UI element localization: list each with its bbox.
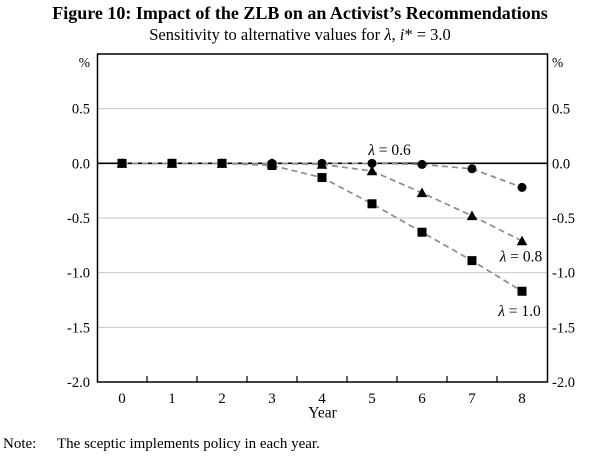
x-axis-label: Year	[308, 405, 337, 422]
y-tick-label-right: -0.5	[552, 211, 575, 227]
data-point-marker	[516, 235, 528, 246]
data-point-marker	[217, 158, 227, 168]
figure-subtitle: Sensitivity to alternative values for λ,…	[0, 25, 600, 45]
series-annotation: λ = 0.6	[367, 142, 411, 159]
y-tick-label-right: -2.0	[552, 375, 575, 391]
x-tick-label: 3	[268, 391, 276, 407]
series-annotation: λ = 0.8	[499, 248, 543, 265]
y-tick-label-left: -2.0	[67, 375, 90, 391]
series-line	[122, 162, 523, 292]
data-point-marker	[517, 286, 527, 296]
y-tick-label-right: -1.5	[552, 320, 575, 336]
y-tick-label-left: 0.5	[72, 102, 90, 118]
y-tick-label-left: -1.5	[67, 320, 90, 336]
data-point-marker	[316, 159, 328, 169]
subtitle-comma: ,	[391, 25, 400, 44]
data-point-marker	[467, 164, 477, 174]
data-point-marker	[417, 159, 427, 169]
subtitle-text: Sensitivity to alternative values for	[149, 25, 385, 44]
data-point-marker	[367, 199, 377, 209]
data-point-marker	[467, 256, 477, 266]
y-tick-label-right: 0.0	[552, 156, 570, 172]
x-tick-label: 8	[518, 391, 526, 407]
x-tick-label: 4	[318, 391, 326, 407]
percent-label-left: %	[79, 55, 90, 70]
y-tick-label-right: 0.5	[552, 102, 570, 118]
figure-note: Note: The sceptic implements policy in ea…	[3, 436, 597, 453]
data-point-marker	[517, 182, 527, 192]
subtitle-value: * = 3.0	[404, 25, 451, 44]
data-point-marker	[167, 158, 177, 168]
data-point-marker	[367, 158, 377, 168]
data-point-marker	[366, 165, 378, 176]
x-tick-label: 6	[418, 391, 426, 407]
x-tick-label: 2	[218, 391, 226, 407]
x-tick-label: 7	[468, 391, 476, 407]
x-tick-label: 1	[168, 391, 176, 407]
y-tick-label-left: -0.5	[67, 211, 90, 227]
data-point-marker	[317, 173, 327, 183]
x-tick-label: 5	[368, 391, 376, 407]
data-point-marker	[117, 158, 127, 168]
i-star-symbol: i	[399, 25, 405, 44]
note-text: The sceptic implements policy in each ye…	[57, 436, 320, 452]
data-point-marker	[416, 187, 428, 198]
lambda-symbol: λ	[384, 25, 392, 44]
data-point-marker	[417, 227, 427, 237]
y-tick-label-left: 0.0	[72, 156, 90, 172]
y-tick-label-left: -1.0	[67, 266, 90, 282]
y-tick-label-right: -1.0	[552, 266, 575, 282]
data-point-marker	[466, 210, 478, 221]
data-point-marker	[267, 161, 277, 171]
note-label: Note:	[3, 436, 37, 452]
x-tick-label: 0	[118, 391, 126, 407]
series-annotation: λ = 1.0	[497, 303, 541, 320]
percent-label-right: %	[552, 55, 563, 70]
plot-frame	[96, 53, 549, 383]
figure-title: Figure 10: Impact of the ZLB on an Activ…	[52, 3, 548, 23]
